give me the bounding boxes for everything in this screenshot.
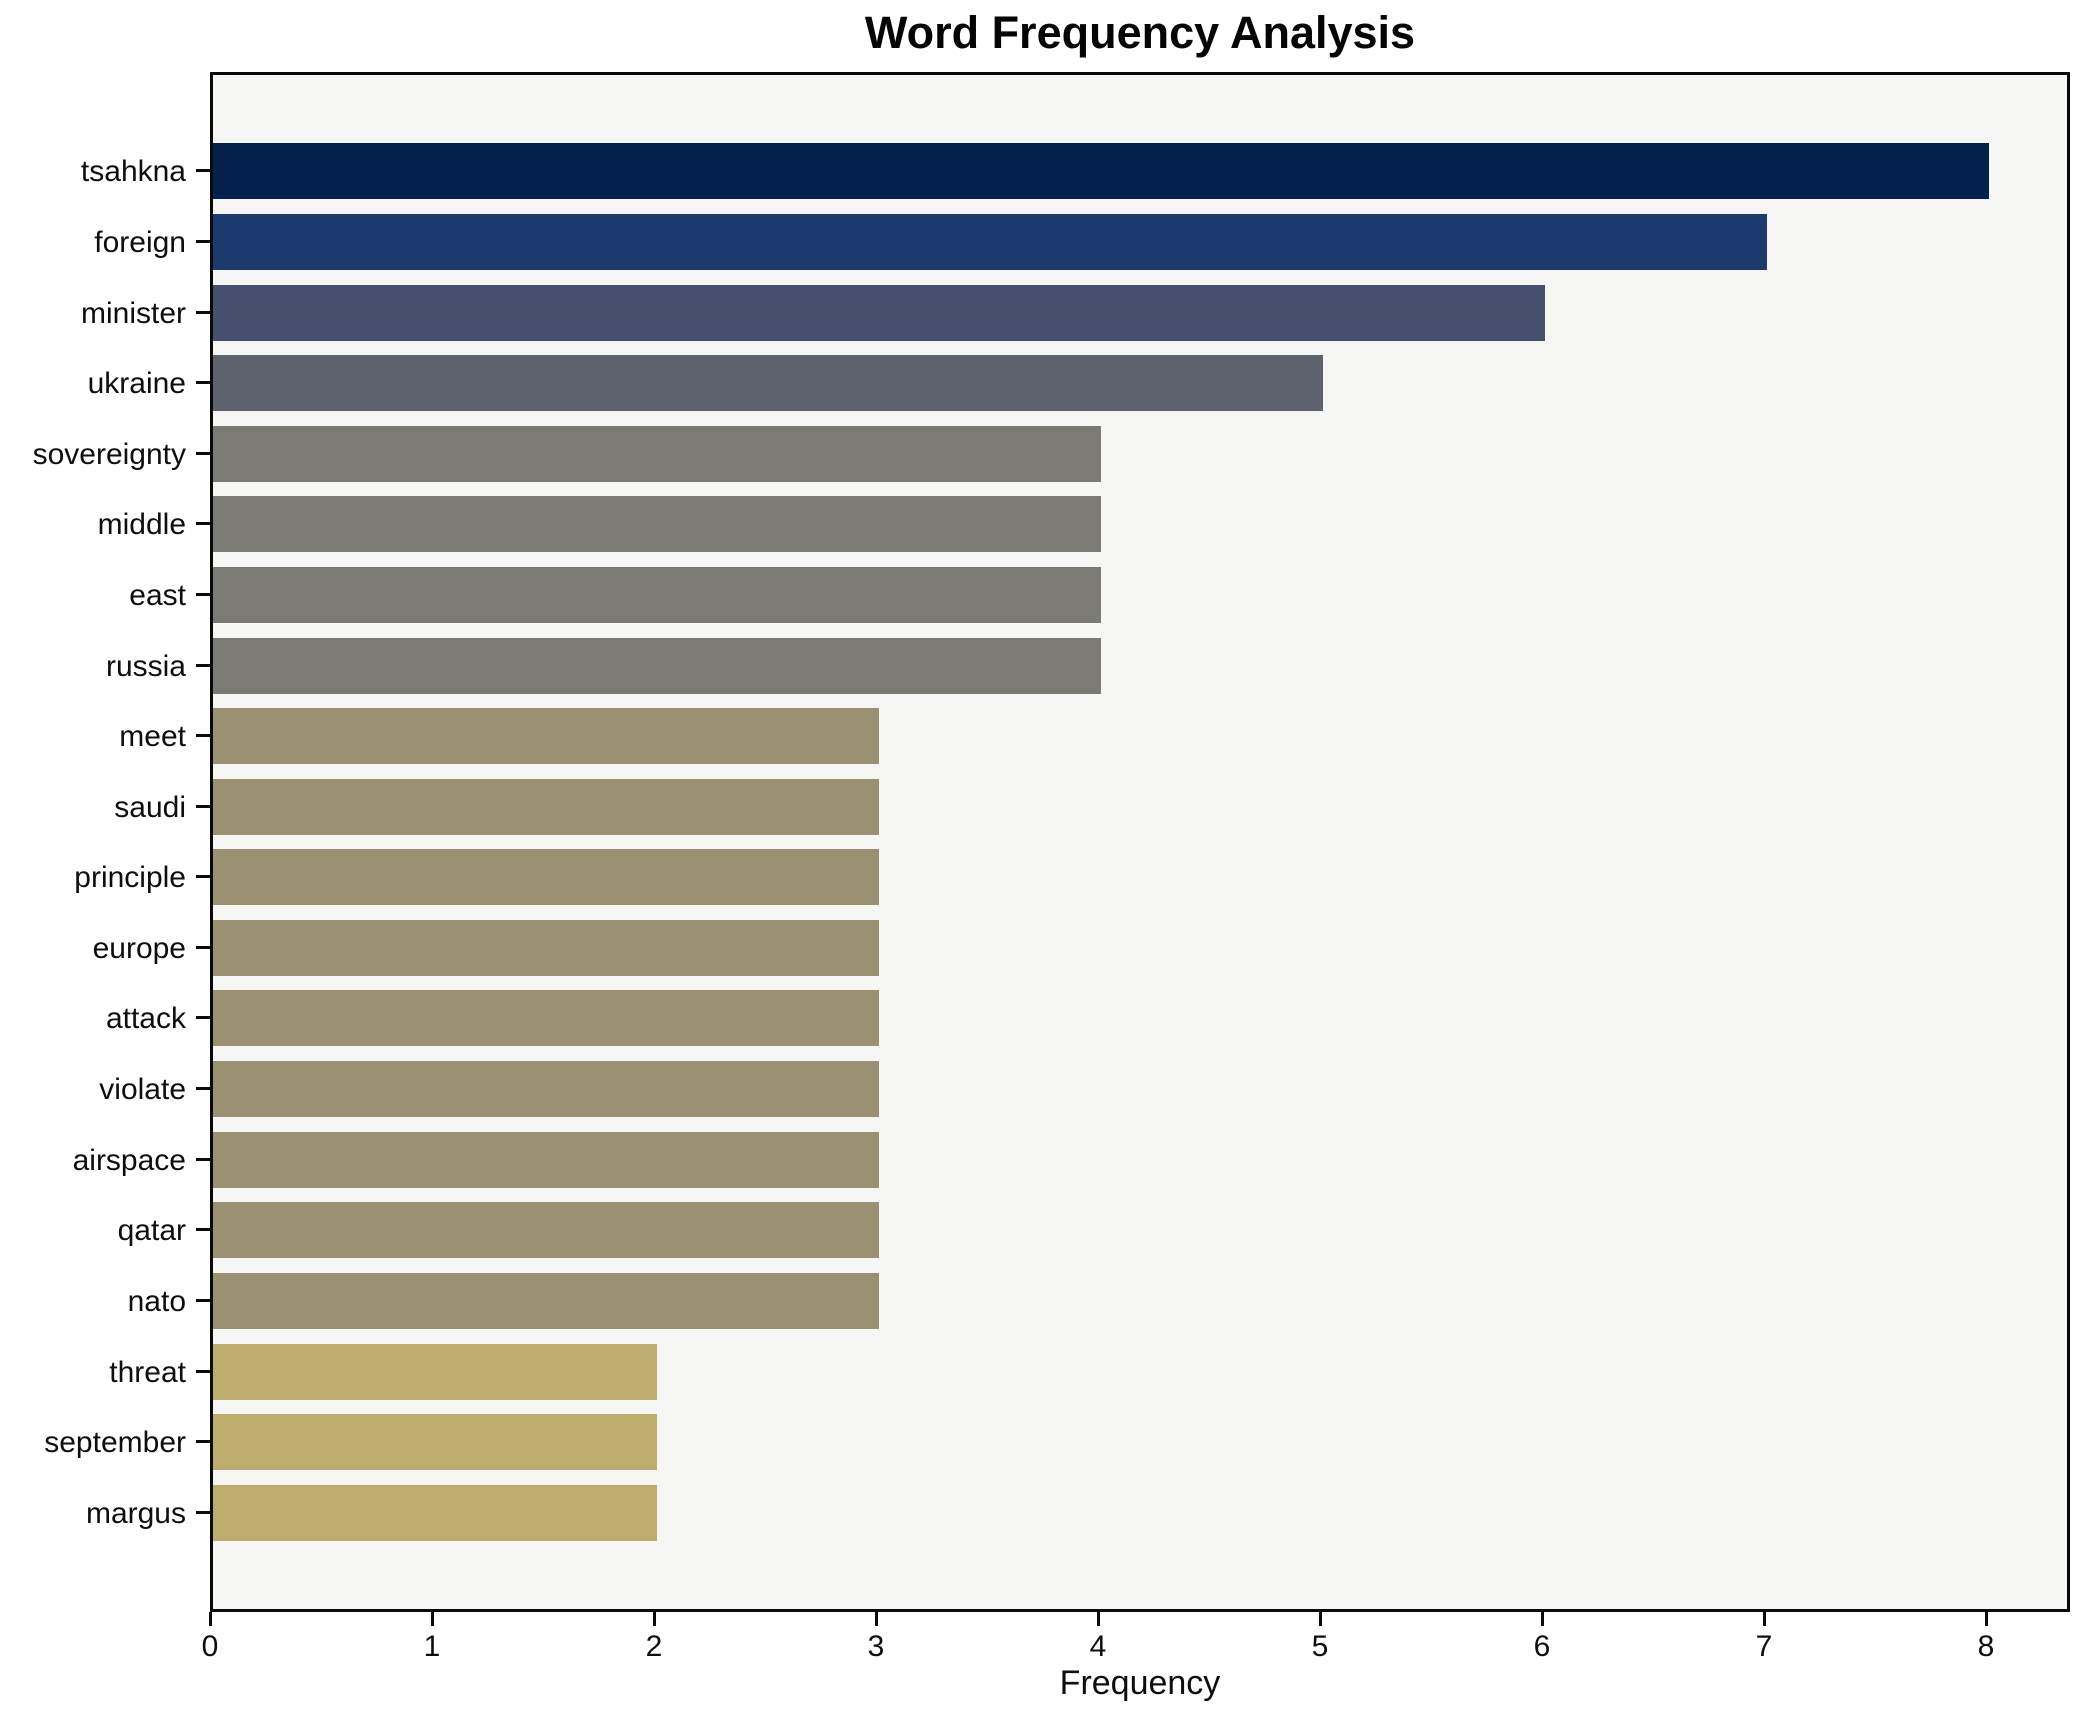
bar-russia	[213, 638, 1101, 694]
y-tick	[196, 734, 210, 737]
bar-september	[213, 1414, 657, 1470]
bar-attack	[213, 990, 879, 1046]
y-tick-label: europe	[92, 932, 186, 965]
y-tick-label: tsahkna	[80, 155, 186, 188]
x-tick	[1541, 1612, 1544, 1626]
x-tick	[653, 1612, 656, 1626]
y-tick-label: threat	[109, 1356, 186, 1389]
x-tick	[1319, 1612, 1322, 1626]
bar-sovereignty	[213, 426, 1101, 482]
y-tick-label: sovereignty	[32, 438, 186, 471]
bar-threat	[213, 1344, 657, 1400]
x-tick-label: 4	[1089, 1630, 1107, 1663]
y-tick	[196, 452, 210, 455]
chart-title: Word Frequency Analysis	[864, 7, 1416, 58]
bar-ukraine	[213, 355, 1323, 411]
x-tick	[1097, 1612, 1100, 1626]
bar-foreign	[213, 214, 1767, 270]
bar-tsahkna	[213, 143, 1989, 199]
y-tick-label: airspace	[72, 1144, 186, 1177]
x-tick-label: 6	[1533, 1630, 1551, 1663]
y-tick-label: foreign	[94, 226, 186, 259]
x-tick	[875, 1612, 878, 1626]
y-tick	[196, 946, 210, 949]
y-tick-label: nato	[127, 1285, 186, 1318]
y-tick	[196, 381, 210, 384]
x-tick-label: 7	[1755, 1630, 1773, 1663]
y-tick	[196, 875, 210, 878]
bar-europe	[213, 920, 879, 976]
y-tick-label: minister	[80, 297, 186, 330]
y-tick	[196, 1016, 210, 1019]
bar-qatar	[213, 1202, 879, 1258]
y-tick	[196, 593, 210, 596]
y-tick	[196, 240, 210, 243]
y-tick-label: margus	[85, 1497, 186, 1530]
y-tick-label: saudi	[114, 791, 186, 824]
y-tick-label: ukraine	[87, 367, 186, 400]
x-tick	[431, 1612, 434, 1626]
plot-area	[210, 72, 2070, 1612]
y-tick-label: middle	[97, 508, 186, 541]
y-tick-label: qatar	[117, 1214, 186, 1247]
y-tick-label: attack	[105, 1002, 186, 1035]
bar-east	[213, 567, 1101, 623]
y-tick	[196, 664, 210, 667]
x-tick-label: 3	[867, 1630, 885, 1663]
y-tick	[196, 1440, 210, 1443]
x-tick-label: 0	[201, 1630, 219, 1663]
bar-airspace	[213, 1132, 879, 1188]
y-tick	[196, 1370, 210, 1373]
bar-margus	[213, 1485, 657, 1541]
x-tick-label: 2	[645, 1630, 663, 1663]
y-tick-label: violate	[99, 1073, 186, 1106]
bar-meet	[213, 708, 879, 764]
y-tick	[196, 522, 210, 525]
y-tick	[196, 805, 210, 808]
y-tick-label: september	[44, 1426, 186, 1459]
x-tick	[209, 1612, 212, 1626]
y-tick	[196, 1511, 210, 1514]
bar-saudi	[213, 779, 879, 835]
x-tick	[1763, 1612, 1766, 1626]
bar-violate	[213, 1061, 879, 1117]
bar-nato	[213, 1273, 879, 1329]
y-tick	[196, 169, 210, 172]
x-tick-label: 1	[423, 1630, 441, 1663]
bar-middle	[213, 496, 1101, 552]
x-axis-label: Frequency	[1059, 1664, 1221, 1702]
y-tick-label: meet	[119, 720, 186, 753]
x-tick-label: 8	[1977, 1630, 1995, 1663]
y-tick-label: principle	[74, 861, 186, 894]
y-tick	[196, 1299, 210, 1302]
y-tick-label: east	[129, 579, 186, 612]
y-tick	[196, 1228, 210, 1231]
x-tick	[1985, 1612, 1988, 1626]
bar-principle	[213, 849, 879, 905]
y-tick-label: russia	[105, 650, 186, 683]
y-tick	[196, 1158, 210, 1161]
x-tick-label: 5	[1311, 1630, 1329, 1663]
y-tick	[196, 311, 210, 314]
bar-minister	[213, 285, 1545, 341]
y-tick	[196, 1087, 210, 1090]
